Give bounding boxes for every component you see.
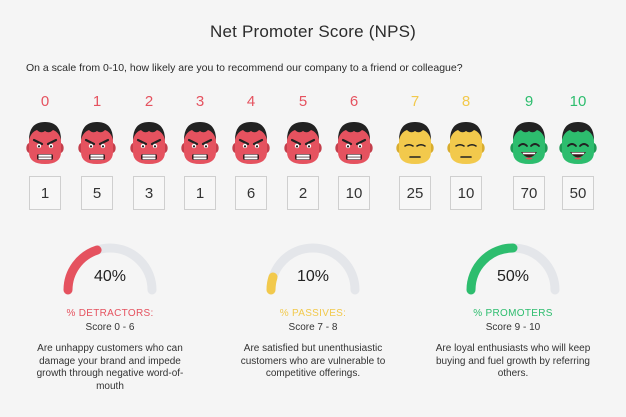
- score-label: 4: [246, 93, 256, 110]
- angry-face-icon: [335, 122, 373, 164]
- score-range: Score 7 - 8: [288, 322, 338, 333]
- score-column-7: 7 25: [390, 92, 440, 222]
- score-label: 1: [92, 93, 102, 110]
- gauge-percent: 50%: [496, 268, 530, 285]
- score-range: Score 9 - 10: [485, 322, 541, 333]
- score-column-1: 1 5: [72, 92, 122, 222]
- vote-count-box: 1: [184, 176, 216, 210]
- score-label: 8: [461, 93, 471, 110]
- score-column-3: 3 1: [175, 92, 225, 222]
- promoters-gauge: 50%: [463, 240, 563, 298]
- category-label: % DETRACTORS:: [66, 308, 154, 319]
- promoters-summary: 50% % PROMOTERS Score 9 - 10 Are loyal e…: [413, 240, 613, 381]
- category-label: % PROMOTERS: [473, 308, 553, 319]
- happy-face-icon: [510, 122, 548, 164]
- gauge-track: [266, 243, 360, 295]
- angry-face-icon: [284, 122, 322, 164]
- passives-summary: 10% % PASSIVES: Score 7 - 8 Are satisfie…: [213, 240, 413, 381]
- vote-count-box: 50: [562, 176, 594, 210]
- neutral-face-icon: [396, 122, 434, 164]
- gauge-fill: [466, 243, 560, 295]
- category-description: Are unhappy customers who can damage you…: [36, 343, 184, 392]
- angry-face-icon: [130, 122, 168, 164]
- angry-face-icon: [78, 122, 116, 164]
- happy-face-icon: [559, 122, 597, 164]
- score-label: 6: [349, 93, 359, 110]
- gauge-fill: [63, 243, 157, 295]
- score-label: 7: [410, 93, 420, 110]
- vote-count-box: 25: [399, 176, 431, 210]
- gauge-percent: 40%: [93, 268, 127, 285]
- detractors-summary: 40% % DETRACTORS: Score 0 - 6 Are unhapp…: [10, 240, 210, 393]
- score-column-2: 2 3: [124, 92, 174, 222]
- category-description: Are satisfied but unenthusiastic custome…: [240, 343, 386, 379]
- vote-count-box: 70: [513, 176, 545, 210]
- score-label: 3: [195, 93, 205, 110]
- vote-count-box: 3: [133, 176, 165, 210]
- score-column-0: 0 1: [20, 92, 70, 222]
- score-range: Score 0 - 6: [85, 322, 135, 333]
- vote-count-box: 10: [450, 176, 482, 210]
- category-description: Are loyal enthusiasts who will keep buyi…: [435, 343, 591, 379]
- category-label: % PASSIVES:: [279, 308, 347, 319]
- angry-face-icon: [26, 122, 64, 164]
- survey-question: On a scale from 0-10, how likely are you…: [26, 62, 463, 74]
- passives-gauge: 10%: [263, 240, 363, 298]
- detractors-gauge: 40%: [60, 240, 160, 298]
- score-label: 2: [144, 93, 154, 110]
- vote-count-box: 1: [29, 176, 61, 210]
- score-label: 9: [524, 93, 534, 110]
- score-column-4: 4 6: [226, 92, 276, 222]
- score-column-8: 8 10: [441, 92, 491, 222]
- vote-count-box: 10: [338, 176, 370, 210]
- angry-face-icon: [232, 122, 270, 164]
- score-column-6: 6 10: [329, 92, 379, 222]
- angry-face-icon: [181, 122, 219, 164]
- score-column-9: 9 70: [504, 92, 554, 222]
- page-title: Net Promoter Score (NPS): [209, 22, 417, 41]
- score-label: 5: [298, 93, 308, 110]
- score-column-10: 10 50: [553, 92, 603, 222]
- gauge-percent: 10%: [296, 268, 330, 285]
- vote-count-box: 5: [81, 176, 113, 210]
- neutral-face-icon: [447, 122, 485, 164]
- vote-count-box: 6: [235, 176, 267, 210]
- score-scale: 0 1 1 5 2 3 3 1 4 6 5 2 6 10 7 25 8 10: [0, 92, 626, 222]
- vote-count-box: 2: [287, 176, 319, 210]
- score-label: 0: [40, 93, 50, 110]
- score-label: 10: [569, 93, 587, 110]
- score-column-5: 5 2: [278, 92, 328, 222]
